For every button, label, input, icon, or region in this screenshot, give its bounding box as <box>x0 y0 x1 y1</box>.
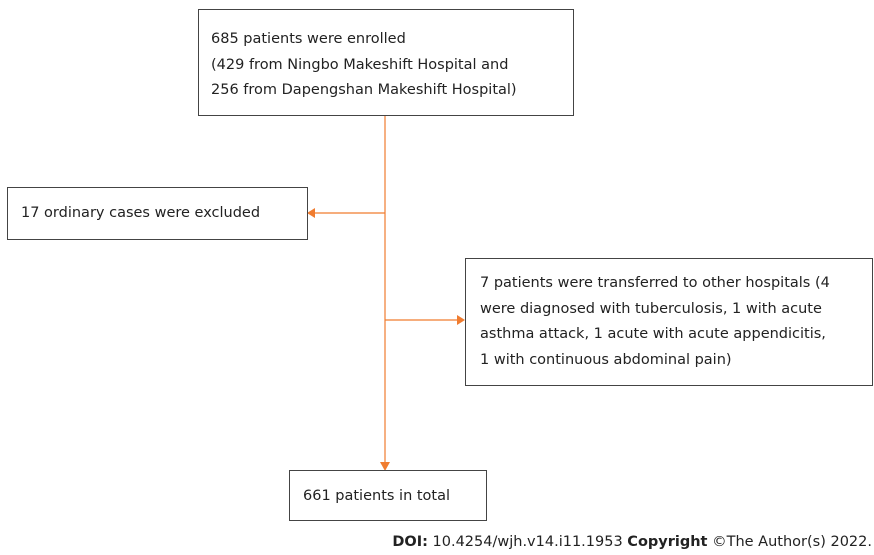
footer: DOI: 10.4254/wjh.v14.i11.1953 Copyright … <box>392 534 872 550</box>
node-text: 685 patients were enrolled <box>211 31 406 47</box>
node-text: asthma attack, 1 acute with acute append… <box>480 326 826 342</box>
node-text: 17 ordinary cases were excluded <box>21 205 260 221</box>
node-text: 1 with continuous abdominal pain) <box>480 352 732 368</box>
arrowhead <box>457 315 465 325</box>
node-text: (429 from Ningbo Makeshift Hospital and <box>211 57 508 73</box>
node-box <box>289 470 487 521</box>
copyright-label: Copyright <box>627 534 707 550</box>
node-text: 661 patients in total <box>303 488 450 504</box>
doi: 10.4254/wjh.v14.i11.1953 <box>433 534 623 550</box>
node-box <box>7 187 308 240</box>
node-text: 7 patients were transferred to other hos… <box>480 275 830 291</box>
arrowhead <box>380 462 390 471</box>
node-text: 256 from Dapengshan Makeshift Hospital) <box>211 82 517 98</box>
node-box <box>465 258 873 386</box>
copyright: ©The Author(s) 2022. <box>712 534 872 550</box>
node-text: were diagnosed with tuberculosis, 1 with… <box>480 301 822 317</box>
doi-label: DOI: <box>392 534 428 550</box>
node-box <box>198 9 574 116</box>
arrowhead <box>307 208 315 218</box>
